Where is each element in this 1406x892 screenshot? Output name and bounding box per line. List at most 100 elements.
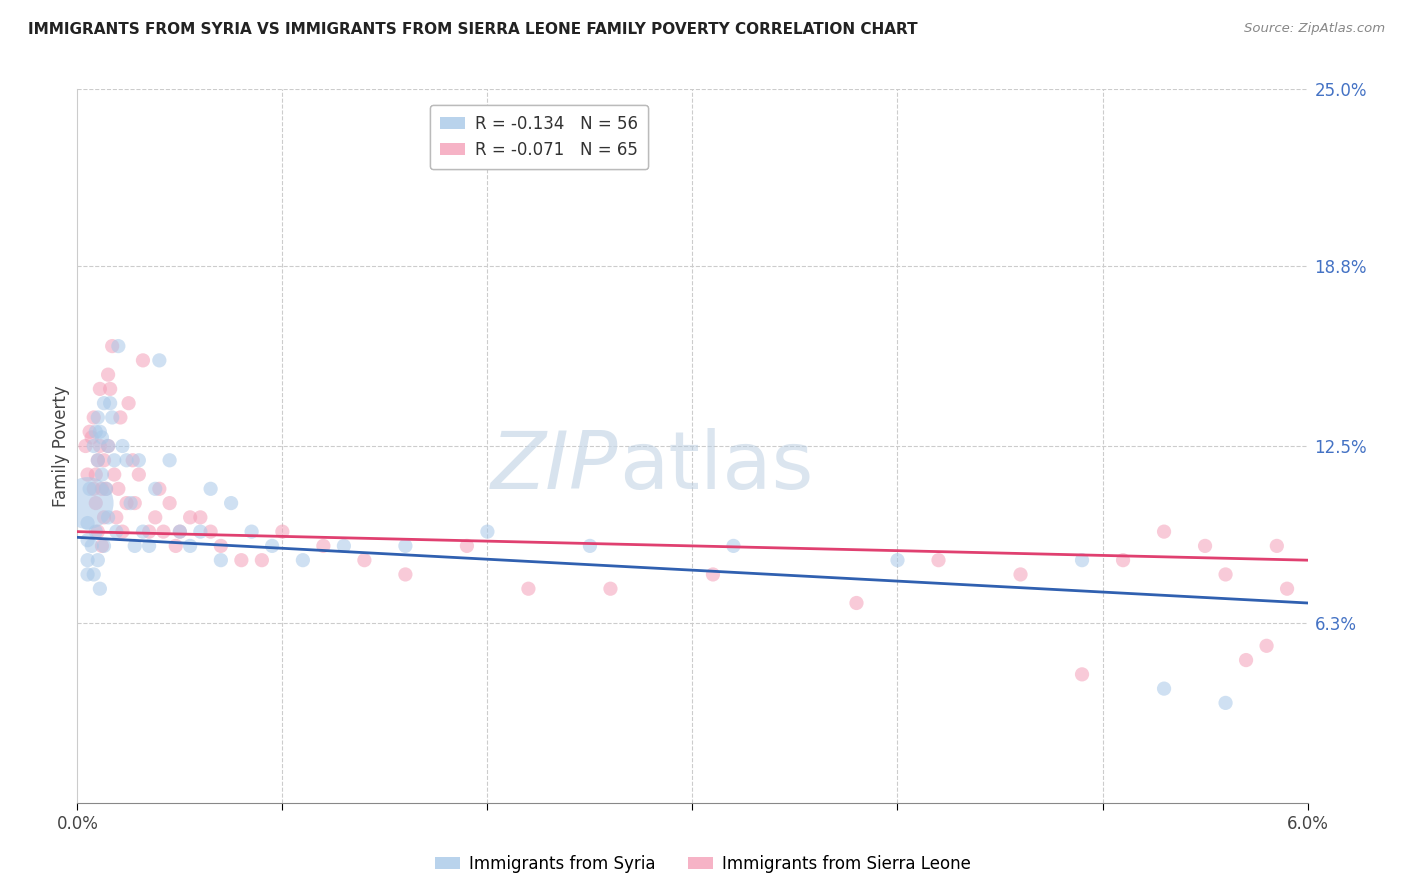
Point (97, 439, 120, 453)
Point (89, 439, 111, 453)
Point (90, 482, 114, 496)
Point (250, 553, 273, 567)
Point (124, 539, 146, 553)
Point (928, 553, 950, 567)
Point (87, 453, 110, 467)
Point (97, 439, 120, 453)
Point (291, 553, 314, 567)
Point (79, 482, 101, 496)
Point (107, 339, 129, 353)
Point (87, 524, 110, 539)
Point (517, 582, 540, 596)
Point (1234, 653, 1257, 667)
Point (143, 510, 166, 524)
Point (120, 496, 142, 510)
Point (477, 524, 499, 539)
Point (209, 553, 232, 567)
Point (138, 539, 160, 553)
Point (101, 339, 124, 353)
Point (209, 539, 232, 553)
Point (107, 482, 129, 496)
Point (111, 524, 134, 539)
Point (87, 553, 110, 567)
Point (723, 539, 745, 553)
Point (76, 496, 98, 510)
Point (103, 453, 125, 467)
Point (84, 425, 107, 439)
Point (90, 539, 114, 553)
Point (579, 539, 602, 553)
Point (128, 453, 150, 467)
Point (89, 582, 111, 596)
Point (87, 453, 110, 467)
Point (76, 516, 98, 530)
Point (353, 553, 375, 567)
Point (1153, 681, 1175, 696)
Point (456, 539, 478, 553)
Point (93, 539, 115, 553)
Point (702, 567, 724, 582)
Point (87, 410, 110, 425)
Point (886, 553, 908, 567)
Point (76, 467, 98, 482)
Point (188, 524, 212, 539)
Point (117, 396, 139, 410)
Point (394, 567, 416, 582)
Point (138, 524, 160, 539)
Point (219, 496, 242, 510)
Point (240, 524, 263, 539)
Point (93, 453, 115, 467)
Text: Source: ZipAtlas.com: Source: ZipAtlas.com (1244, 22, 1385, 36)
Point (76, 533, 98, 548)
Point (845, 596, 868, 610)
Point (1010, 567, 1032, 582)
Point (165, 539, 187, 553)
Point (271, 524, 294, 539)
Text: ZIP: ZIP (491, 428, 619, 507)
Point (1275, 582, 1298, 596)
Point (93, 396, 115, 410)
Point (111, 439, 134, 453)
Legend: Immigrants from Syria, Immigrants from Sierra Leone: Immigrants from Syria, Immigrants from S… (429, 848, 977, 880)
Point (83, 410, 105, 425)
Point (159, 496, 181, 510)
Point (97, 510, 120, 524)
Point (312, 539, 335, 553)
Text: IMMIGRANTS FROM SYRIA VS IMMIGRANTS FROM SIERRA LEONE FAMILY POVERTY CORRELATION: IMMIGRANTS FROM SYRIA VS IMMIGRANTS FROM… (28, 22, 918, 37)
Point (169, 524, 191, 539)
Point (394, 539, 416, 553)
Point (124, 496, 146, 510)
Point (105, 524, 128, 539)
Point (103, 467, 125, 482)
Point (1215, 696, 1237, 710)
Point (80, 539, 103, 553)
Point (128, 467, 150, 482)
Point (152, 524, 174, 539)
Point (76, 567, 98, 582)
Point (89, 425, 111, 439)
Point (231, 553, 253, 567)
Point (84, 524, 107, 539)
Point (80, 430, 103, 444)
Point (1112, 553, 1135, 567)
Point (1215, 567, 1237, 582)
Point (121, 453, 143, 467)
Point (101, 410, 124, 425)
Point (98, 396, 121, 410)
Point (599, 582, 621, 596)
Point (79, 425, 101, 439)
Point (1256, 639, 1278, 653)
Point (1071, 667, 1094, 681)
Point (90, 430, 114, 444)
Point (76, 553, 98, 567)
Point (98, 382, 121, 396)
Point (333, 539, 356, 553)
Point (83, 567, 105, 582)
Y-axis label: Family Poverty: Family Poverty (52, 385, 70, 507)
Point (159, 453, 181, 467)
Point (143, 482, 166, 496)
Point (97, 368, 120, 382)
Point (132, 524, 155, 539)
Point (94, 482, 117, 496)
Point (84, 467, 107, 482)
